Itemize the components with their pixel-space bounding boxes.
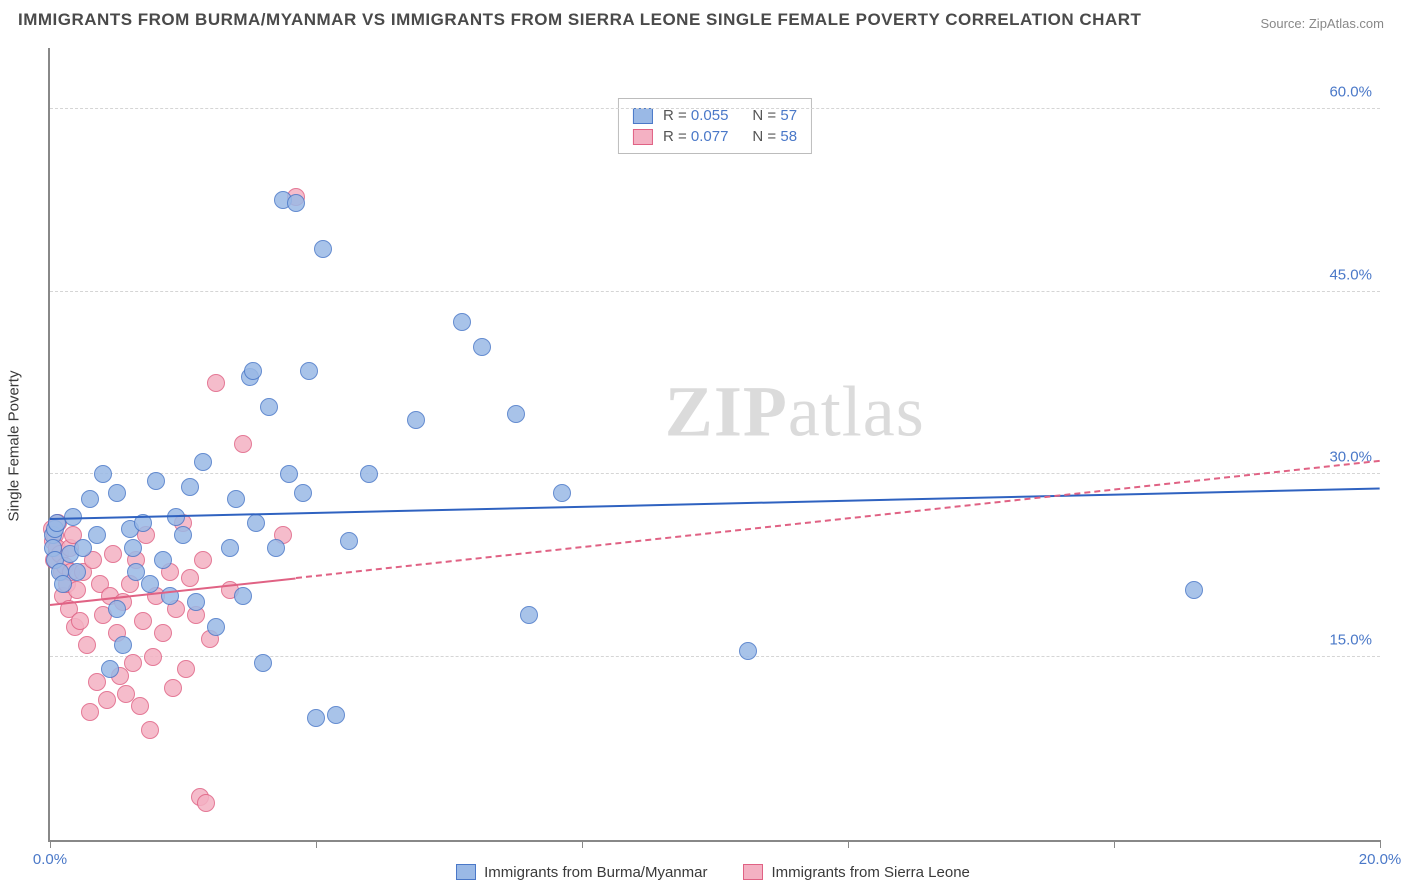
data-point: [181, 478, 199, 496]
data-point: [739, 642, 757, 660]
data-point: [124, 654, 142, 672]
gridline: [50, 656, 1380, 657]
watermark-zip: ZIP: [665, 372, 788, 452]
series-legend-label: Immigrants from Sierra Leone: [771, 864, 969, 881]
trend-line: [50, 487, 1380, 519]
data-point: [553, 484, 571, 502]
data-point: [244, 362, 262, 380]
data-point: [141, 721, 159, 739]
x-tick: [848, 840, 849, 848]
data-point: [68, 563, 86, 581]
scatter-plot-area: ZIPatlas R = 0.055N = 57R = 0.077N = 58 …: [48, 48, 1380, 842]
data-point: [71, 612, 89, 630]
y-tick-label: 15.0%: [1329, 632, 1372, 649]
data-point: [144, 648, 162, 666]
data-point: [360, 465, 378, 483]
data-point: [108, 600, 126, 618]
series-legend-label: Immigrants from Burma/Myanmar: [484, 864, 707, 881]
data-point: [194, 453, 212, 471]
y-axis-label: Single Female Poverty: [6, 371, 23, 522]
watermark-atlas: atlas: [788, 372, 925, 452]
data-point: [227, 490, 245, 508]
legend-swatch: [633, 129, 653, 145]
x-tick: [316, 840, 317, 848]
data-point: [181, 569, 199, 587]
data-point: [507, 405, 525, 423]
gridline: [50, 473, 1380, 474]
legend-r: R = 0.055: [663, 107, 728, 124]
data-point: [294, 484, 312, 502]
source-value: ZipAtlas.com: [1309, 16, 1384, 31]
data-point: [94, 465, 112, 483]
gridline: [50, 291, 1380, 292]
source-attribution: Source: ZipAtlas.com: [1260, 16, 1384, 31]
data-point: [314, 240, 332, 258]
legend-swatch: [633, 108, 653, 124]
data-point: [520, 606, 538, 624]
legend-n: N = 57: [752, 107, 797, 124]
source-label: Source:: [1260, 16, 1308, 31]
data-point: [154, 624, 172, 642]
data-point: [187, 593, 205, 611]
data-point: [134, 612, 152, 630]
data-point: [327, 706, 345, 724]
trend-line-extrapolated: [296, 460, 1380, 579]
data-point: [197, 794, 215, 812]
data-point: [453, 313, 471, 331]
data-point: [88, 526, 106, 544]
data-point: [234, 587, 252, 605]
x-tick: [50, 840, 51, 848]
data-point: [300, 362, 318, 380]
data-point: [78, 636, 96, 654]
data-point: [194, 551, 212, 569]
data-point: [280, 465, 298, 483]
data-point: [207, 618, 225, 636]
y-tick-label: 45.0%: [1329, 266, 1372, 283]
data-point: [177, 660, 195, 678]
data-point: [260, 398, 278, 416]
data-point: [81, 490, 99, 508]
legend-row: R = 0.077 N = 58: [633, 126, 797, 147]
series-legend-item: Immigrants from Sierra Leone: [743, 864, 969, 881]
series-legend-item: Immigrants from Burma/Myanmar: [456, 864, 707, 881]
data-point: [287, 194, 305, 212]
data-point: [98, 691, 116, 709]
data-point: [254, 654, 272, 672]
data-point: [340, 532, 358, 550]
legend-swatch: [743, 864, 763, 880]
data-point: [104, 545, 122, 563]
data-point: [147, 472, 165, 490]
data-point: [247, 514, 265, 532]
x-tick: [1114, 840, 1115, 848]
data-point: [101, 660, 119, 678]
data-point: [307, 709, 325, 727]
legend-swatch: [456, 864, 476, 880]
data-point: [81, 703, 99, 721]
x-tick: [582, 840, 583, 848]
data-point: [221, 539, 239, 557]
gridline: [50, 108, 1380, 109]
chart-title: IMMIGRANTS FROM BURMA/MYANMAR VS IMMIGRA…: [18, 10, 1141, 30]
data-point: [407, 411, 425, 429]
data-point: [234, 435, 252, 453]
data-point: [124, 539, 142, 557]
data-point: [131, 697, 149, 715]
watermark: ZIPatlas: [665, 371, 925, 454]
data-point: [108, 484, 126, 502]
data-point: [1185, 581, 1203, 599]
y-tick-label: 60.0%: [1329, 83, 1372, 100]
legend-r: R = 0.077: [663, 128, 728, 145]
data-point: [154, 551, 172, 569]
data-point: [141, 575, 159, 593]
data-point: [267, 539, 285, 557]
series-legend: Immigrants from Burma/Myanmar Immigrants …: [48, 864, 1378, 885]
correlation-legend: R = 0.055 N = 57 R = 0.077 N = 58: [618, 98, 812, 154]
data-point: [114, 636, 132, 654]
data-point: [174, 526, 192, 544]
data-point: [473, 338, 491, 356]
data-point: [164, 679, 182, 697]
data-point: [207, 374, 225, 392]
legend-n: N = 58: [752, 128, 797, 145]
x-tick: [1380, 840, 1381, 848]
